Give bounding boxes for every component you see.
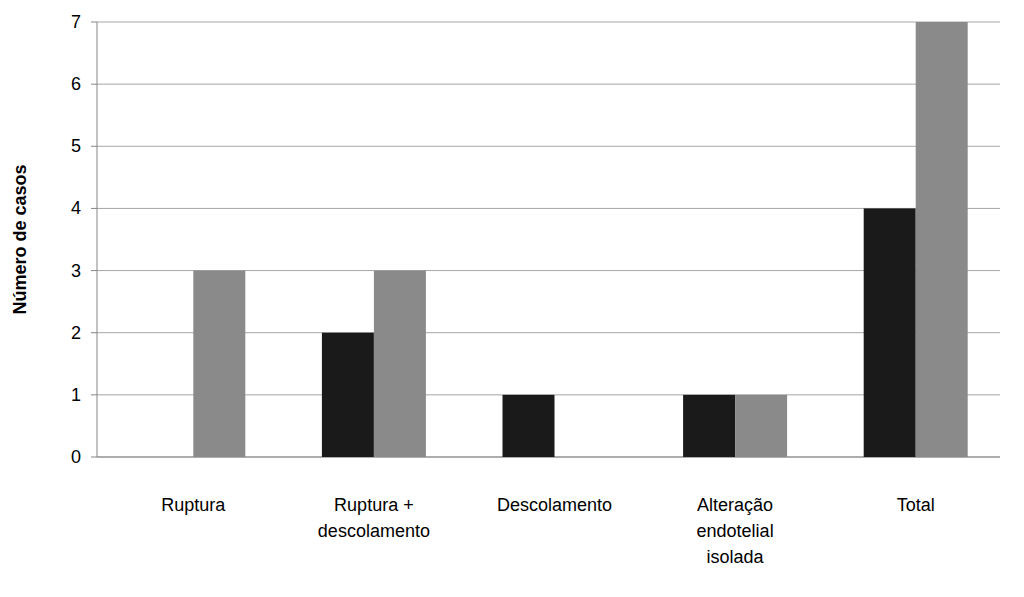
bar — [141, 457, 193, 458]
category-label-line: endotelial — [697, 521, 774, 541]
grid-line — [97, 146, 1000, 147]
tick-mark — [91, 22, 97, 23]
bar — [374, 271, 426, 457]
category-label-line: Ruptura + — [334, 495, 414, 515]
category-label: Alteração endotelial isolada — [697, 495, 774, 567]
tick-label: 6 — [71, 74, 81, 94]
bar — [683, 395, 735, 457]
grid-line — [97, 84, 1000, 85]
tick-label: 1 — [71, 385, 81, 405]
tick-mark — [91, 84, 97, 85]
category-label-line: Ruptura — [161, 495, 226, 515]
bar — [322, 333, 374, 457]
bar — [916, 22, 968, 457]
bar — [735, 395, 787, 457]
chart: 0 1 2 3 4 5 6 7 Ruptura Ruptura + descolamento Desc… — [0, 0, 1024, 597]
category-label-line: Alteração — [697, 495, 773, 515]
tick-label: 2 — [71, 323, 81, 343]
bar — [864, 208, 916, 457]
tick-mark — [91, 208, 97, 209]
tick-mark — [91, 332, 97, 333]
bar — [503, 395, 555, 457]
tick-mark — [91, 394, 97, 395]
bars — [193, 22, 967, 457]
bar — [555, 457, 607, 458]
tick-label: 0 — [71, 447, 81, 467]
category-label: Descolamento — [497, 495, 612, 515]
bar — [193, 271, 245, 457]
category-label: Ruptura — [161, 495, 226, 515]
category-label-line: Total — [897, 495, 935, 515]
y-axis — [97, 22, 98, 457]
tick-label: 5 — [71, 136, 81, 156]
category-label: Ruptura + descolamento — [318, 495, 430, 541]
tick-label: 7 — [71, 12, 81, 32]
category-label-line: descolamento — [318, 521, 430, 541]
tick-mark — [91, 457, 97, 458]
grid-line — [97, 22, 1000, 23]
category-label-line: Descolamento — [497, 495, 612, 515]
tick-mark — [91, 270, 97, 271]
y-axis-label: Número de casos — [10, 164, 30, 314]
category-label-line: isolada — [707, 547, 765, 567]
category-label: Total — [897, 495, 935, 515]
tick-mark — [91, 146, 97, 147]
tick-label: 3 — [71, 261, 81, 281]
tick-label: 4 — [71, 198, 81, 218]
